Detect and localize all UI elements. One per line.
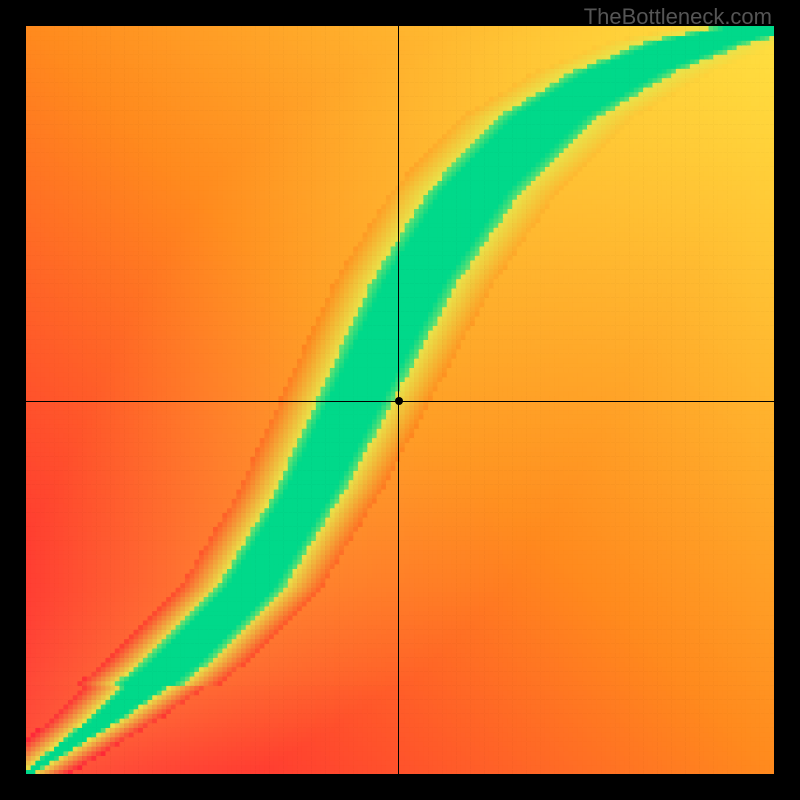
chart-container: TheBottleneck.com [0,0,800,800]
watermark-label: TheBottleneck.com [584,4,772,30]
